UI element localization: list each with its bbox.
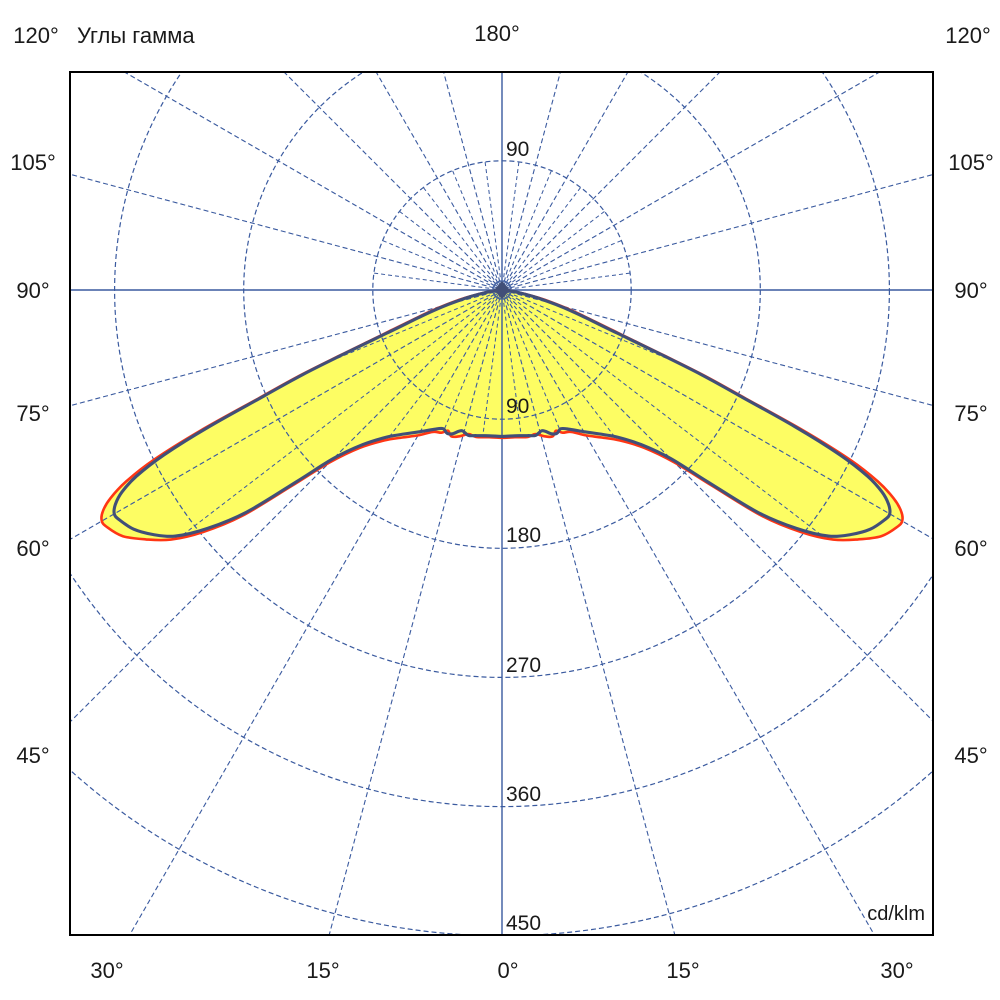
gamma-label-top-1: 180° bbox=[474, 21, 520, 46]
grid-spoke-300 bbox=[70, 289, 503, 541]
gamma-label-left-2: 75° bbox=[16, 401, 49, 426]
gamma-label-right-0: 105° bbox=[948, 150, 994, 175]
grid-spoke-15 bbox=[501, 289, 676, 935]
ring-value-label-4: 360 bbox=[506, 783, 541, 806]
ring-value-label-1: 90 bbox=[506, 395, 529, 418]
grid-spoke-345 bbox=[328, 289, 503, 935]
gamma-label-right-1: 90° bbox=[954, 278, 987, 303]
grid-spoke-135 bbox=[501, 72, 721, 291]
grid-spoke-315 bbox=[70, 289, 503, 723]
fan-ray-307.5 bbox=[183, 293, 498, 535]
fan-ray-142.5 bbox=[505, 187, 581, 286]
fan-ray-127.5 bbox=[506, 211, 605, 287]
gamma-label-left-3: 60° bbox=[16, 536, 49, 561]
fan-ray-217.5 bbox=[423, 187, 499, 286]
fan-ray-157.5 bbox=[503, 170, 552, 285]
grid-spoke-225 bbox=[283, 72, 503, 291]
gamma-label-right-2: 75° bbox=[954, 401, 987, 426]
fan-ray-7.5 bbox=[502, 295, 522, 436]
intensity-curves bbox=[100, 281, 904, 542]
fan-ray-67.5 bbox=[507, 291, 681, 365]
fan-ray-112.5 bbox=[507, 240, 622, 289]
ring-value-label-0: 90 bbox=[506, 138, 529, 161]
fan-ray-202.5 bbox=[452, 170, 501, 285]
unit-label: cd/klm bbox=[867, 903, 925, 925]
fan-ray-352.5 bbox=[482, 295, 502, 436]
fan-ray-337.5 bbox=[443, 295, 501, 431]
gamma-label-right-4: 45° bbox=[954, 743, 987, 768]
grid-spoke-255 bbox=[70, 173, 503, 291]
fan-ray-292.5 bbox=[323, 291, 497, 365]
gamma-label-bottom-4: 30° bbox=[880, 958, 913, 983]
grid-spoke-60 bbox=[501, 289, 933, 540]
grid-spoke-150 bbox=[501, 72, 629, 291]
plot-frame bbox=[69, 71, 934, 936]
grid-spoke-105 bbox=[501, 173, 933, 291]
grid-spoke-240 bbox=[123, 72, 503, 291]
chart-title: Углы гамма bbox=[77, 23, 195, 48]
fan-ray-37.5 bbox=[505, 294, 615, 438]
fan-ray-52.5 bbox=[506, 293, 821, 535]
grid-spoke-75 bbox=[501, 289, 933, 407]
gamma-label-bottom-0: 30° bbox=[90, 958, 123, 983]
curve-c90-c270 bbox=[112, 288, 892, 538]
gamma-label-left-1: 90° bbox=[16, 278, 49, 303]
ring-value-label-5: 450 bbox=[506, 912, 541, 935]
grid-spoke-165 bbox=[501, 72, 561, 291]
gamma-label-top-0: 120° bbox=[13, 23, 59, 48]
curve-origin-node bbox=[494, 281, 510, 299]
gamma-label-right-3: 60° bbox=[954, 536, 987, 561]
grid-spoke-330 bbox=[128, 289, 503, 935]
grid-spoke-45 bbox=[501, 289, 933, 722]
grid-spoke-210 bbox=[375, 72, 503, 291]
ring-value-label-3: 270 bbox=[506, 654, 541, 677]
gamma-label-bottom-3: 15° bbox=[666, 958, 699, 983]
gamma-label-bottom-1: 15° bbox=[306, 958, 339, 983]
gamma-label-left-0: 105° bbox=[10, 150, 56, 175]
gamma-label-left-4: 45° bbox=[16, 743, 49, 768]
fan-ray-22.5 bbox=[503, 295, 561, 431]
ring-value-label-2: 180 bbox=[506, 524, 541, 547]
gamma-label-bottom-2: 0° bbox=[497, 958, 518, 983]
fan-ray-232.5 bbox=[399, 211, 498, 287]
axis-labels: 120° 180° 120° 105° 90° 75° 60° 45° 105° 90° 75° 60… bbox=[10, 21, 994, 983]
fan-ray-247.5 bbox=[382, 240, 497, 289]
grid-spoke-30 bbox=[501, 289, 876, 935]
gamma-label-top-2: 120° bbox=[945, 23, 991, 48]
grid-spoke-285 bbox=[70, 289, 503, 407]
grid-spoke-195 bbox=[443, 72, 503, 291]
fan-ray-322.5 bbox=[389, 294, 499, 438]
grid-spoke-120 bbox=[501, 72, 881, 291]
